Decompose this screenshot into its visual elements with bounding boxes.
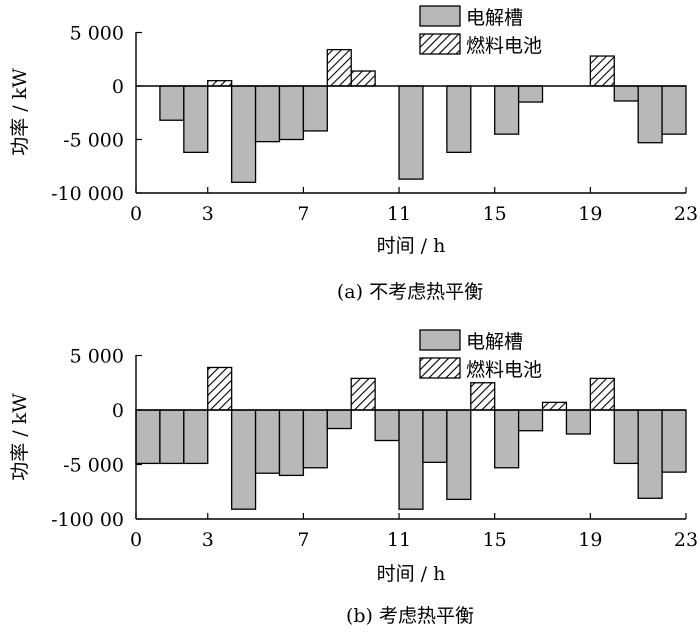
x-axis-label: 时间 / h: [377, 563, 446, 585]
legend-swatch-electrolyzer: [419, 5, 461, 27]
electrolyzer-bar: [278, 85, 305, 141]
y-axis-label: 功率 / kW: [9, 68, 31, 156]
legend-label-electrolyzer: 电解槽: [466, 7, 523, 29]
electrolyzer-bar: [183, 409, 209, 465]
fuel-cell-bar: [589, 377, 615, 411]
electrolyzer-bar: [326, 409, 352, 430]
fuel-cell-bar: [470, 382, 496, 411]
electrolyzer-bar: [159, 85, 185, 121]
electrolyzer-bar: [159, 409, 185, 465]
electrolyzer-bar: [398, 409, 424, 510]
y-tick-label: -5 000: [63, 455, 124, 477]
x-tick-label: 15: [483, 529, 507, 551]
fuel-cell-bar: [350, 377, 376, 411]
electrolyzer-bar: [517, 85, 544, 103]
fuel-cell-bar: [541, 401, 568, 411]
x-tick-label: 0: [130, 529, 142, 551]
y-tick-label: -5 000: [63, 130, 124, 152]
electrolyzer-bar: [422, 409, 448, 463]
electrolyzer-bar: [254, 409, 281, 474]
x-tick-label: 23: [674, 203, 698, 225]
fuel-cell-bar: [350, 70, 376, 87]
y-axis-label: 功率 / kW: [9, 393, 31, 481]
electrolyzer-bar: [637, 85, 663, 144]
electrolyzer-bar: [661, 85, 687, 135]
fuel-cell-bar: [589, 55, 615, 87]
chart-panel-b: 5 000 0 -5 000 -100 00 0 3 7 11 15 19 23 时间 / h 功率 /…: [9, 329, 698, 627]
y-tick-label: 0: [112, 400, 124, 422]
legend-label-fuel-cell: 燃料电池: [466, 359, 542, 381]
legend-label-electrolyzer: 电解槽: [466, 331, 523, 353]
electrolyzer-bar: [517, 409, 544, 432]
panel-caption: (a) 不考虑热平衡: [337, 281, 483, 303]
electrolyzer-bar: [446, 409, 472, 501]
electrolyzer-bar: [565, 409, 591, 435]
fuel-cell-bar: [207, 80, 233, 87]
x-tick-label: 3: [202, 203, 214, 225]
fuel-cell-bar: [207, 366, 233, 411]
electrolyzer-bar: [398, 85, 424, 180]
electrolyzer-bar: [613, 409, 639, 465]
electrolyzer-bar: [637, 409, 663, 499]
electrolyzer-bar: [302, 85, 328, 132]
x-tick-label: 11: [387, 203, 411, 225]
x-tick-label: 19: [578, 529, 602, 551]
x-tick-label: 0: [130, 203, 142, 225]
x-tick-label: 3: [202, 529, 214, 551]
legend-label-fuel-cell: 燃料电池: [466, 35, 542, 57]
legend-swatch-electrolyzer: [419, 329, 461, 351]
electrolyzer-bar: [494, 409, 520, 469]
chart-panel-a: 5 000 0 -5 000 -10 000 0 3 7 11 15 19 23 时间 / h 功率 /…: [9, 5, 698, 303]
electrolyzer-bar: [231, 85, 257, 183]
electrolyzer-bar: [613, 85, 639, 102]
y-tick-label: -10 000: [51, 183, 124, 205]
x-tick-label: 7: [297, 203, 309, 225]
y-tick-label: -100 00: [51, 509, 124, 531]
electrolyzer-bar: [374, 409, 400, 442]
x-tick-label: 11: [387, 529, 411, 551]
electrolyzer-bar: [302, 409, 328, 469]
y-tick-label: 5 000: [70, 23, 124, 45]
electrolyzer-bar: [494, 85, 520, 135]
x-axis-label: 时间 / h: [377, 235, 446, 257]
x-tick-label: 15: [483, 203, 507, 225]
fuel-cell-bar: [326, 48, 352, 87]
electrolyzer-bar: [135, 409, 161, 465]
electrolyzer-bar: [661, 409, 687, 473]
x-tick-label: 7: [297, 529, 309, 551]
electrolyzer-bar: [254, 85, 281, 143]
legend-swatch-fuel-cell: [419, 357, 461, 379]
y-tick-label: 0: [112, 76, 124, 98]
electrolyzer-bar: [446, 85, 472, 153]
electrolyzer-bar: [183, 85, 209, 153]
legend-swatch-fuel-cell: [419, 33, 461, 55]
electrolyzer-bar: [278, 409, 305, 477]
x-tick-label: 23: [674, 529, 698, 551]
y-tick-label: 5 000: [70, 346, 124, 368]
electrolyzer-bar: [231, 409, 257, 510]
panel-caption: (b) 考虑热平衡: [346, 605, 474, 627]
x-tick-label: 19: [578, 203, 602, 225]
